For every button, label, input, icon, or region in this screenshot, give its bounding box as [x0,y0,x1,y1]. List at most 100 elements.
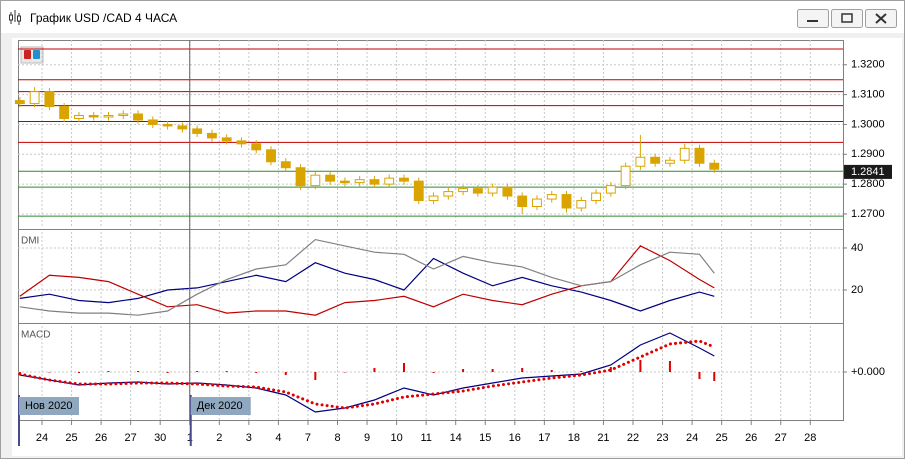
candle-body [118,113,129,116]
histogram-bar [491,369,494,372]
candle-body [369,179,380,185]
candle-body [29,91,40,105]
histogram-bar [255,372,258,373]
date-label: 14 [450,432,462,444]
candle-body [546,194,557,200]
date-label: 15 [479,432,491,444]
candle-body [206,132,217,139]
maximize-button[interactable] [831,9,863,28]
date-label: 8 [334,432,340,444]
candle-body [59,106,70,119]
candle-body [694,147,705,164]
series-line [19,257,715,312]
date-label: 22 [627,432,639,444]
period-box [19,397,79,415]
candle-body [413,180,424,202]
candle-body [605,185,616,194]
candle-body [74,114,84,119]
histogram-bar [550,370,553,372]
histogram-bar [698,372,701,379]
candle-body [487,186,498,194]
y-tick-label: 40 [851,242,863,254]
template-icons [20,46,44,64]
candle-body [147,119,158,125]
candle-body [635,156,646,167]
candle-body [458,188,469,193]
candle-body [576,200,587,209]
date-label: 25 [716,432,728,444]
histogram-bar [580,371,583,372]
date-label: 26 [95,432,107,444]
chart-area [12,38,902,456]
minimize-button[interactable] [797,9,829,28]
date-label: 27 [775,432,787,444]
candle-body [295,167,306,187]
histogram-bar [225,371,228,372]
date-label: 16 [509,432,521,444]
histogram-bar [166,372,169,373]
candle-body [561,194,572,209]
date-label: 4 [275,432,281,444]
candle-body [177,125,188,130]
histogram-bar [137,371,140,372]
candle-body [236,140,247,145]
histogram-bar [314,372,317,380]
plot-frame [18,40,844,421]
candle-body [103,114,114,118]
last-price-label: 1.2841 [851,166,885,178]
histogram-bar [48,372,51,373]
candle-body [709,162,720,170]
candle-body [339,180,350,184]
candle-body [251,143,262,151]
candle-body [88,114,99,118]
date-label: 25 [65,432,77,444]
candle-body [591,192,601,202]
close-button[interactable] [865,9,897,28]
date-label: 24 [686,432,698,444]
y-tick-label: 1.2900 [851,148,885,160]
y-tick-label: 1.3200 [851,59,885,71]
series-line [18,339,716,410]
candle-body [14,100,25,105]
date-label: 26 [745,432,757,444]
date-label: 2 [216,432,222,444]
date-label: 11 [420,432,431,444]
candle-body [162,123,173,127]
y-tick-label: 1.3000 [851,118,885,130]
histogram-bar [343,372,346,373]
date-label: 9 [364,432,370,444]
histogram-bar [402,363,405,372]
y-tick-label: +0.000 [851,366,885,378]
candle-body [221,137,232,142]
histogram-bar [521,368,524,372]
candle-body [44,91,55,108]
candle-body [517,195,528,208]
panel-title: DMI [21,236,39,247]
date-label: 28 [804,432,816,444]
histogram-bar [373,368,376,372]
histogram-bar [668,361,671,372]
candle-body [266,149,276,163]
candle-body [532,198,542,208]
y-tick-label: 1.2800 [851,178,885,190]
candle-body [192,128,203,134]
date-label: 3 [246,432,252,444]
window-title: График USD /CAD 4 ЧАСА [30,11,177,25]
candle-body [325,174,336,182]
candle-body [133,113,143,121]
series-line [19,238,715,316]
candle-body [384,177,395,185]
period-label: Нов 2020 [25,400,72,412]
date-label: 17 [538,432,550,444]
date-label: 27 [125,432,137,444]
histogram-bar [107,371,110,372]
candle-body [310,174,321,187]
title-bar [1,1,904,33]
date-label: 23 [656,432,668,444]
histogram-bar [284,372,287,375]
y-tick-label: 1.3100 [851,89,885,101]
candle-body [502,186,513,197]
candle-body [665,159,675,164]
panel-title: MACD [21,330,50,341]
